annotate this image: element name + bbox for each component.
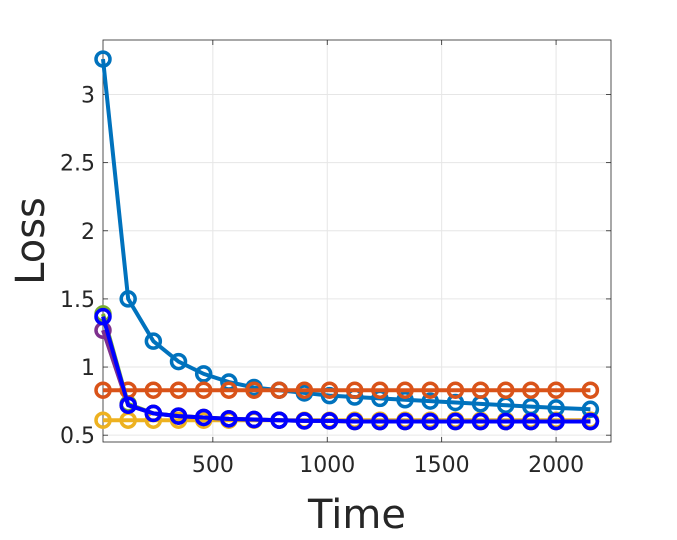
data-point [144, 381, 163, 399]
data-point [345, 381, 364, 399]
data-point [194, 408, 213, 427]
y-tick-label: 2 [81, 220, 95, 245]
data-point [119, 290, 137, 308]
data-point [169, 381, 188, 399]
data-point [371, 381, 389, 399]
data-point [421, 381, 439, 399]
data-point [522, 412, 540, 431]
data-point [471, 381, 490, 399]
data-point [194, 381, 213, 399]
data-point [345, 412, 364, 431]
tick-labels: 500 1000 1500 2000 0.5 1 1.5 2 2.5 3 [60, 84, 584, 478]
data-point [169, 407, 188, 425]
plot-area [103, 40, 611, 442]
data-point [547, 381, 565, 399]
data-point [320, 412, 339, 430]
data-point [446, 412, 465, 431]
y-axis-label: Loss [8, 197, 54, 285]
data-point [446, 381, 465, 399]
data-point [471, 412, 490, 431]
data-point [522, 381, 540, 399]
data-point [496, 412, 515, 431]
x-tick-label: 2000 [528, 453, 584, 478]
data-point [581, 412, 600, 431]
data-point [194, 365, 213, 383]
data-point [547, 412, 565, 431]
data-point [270, 381, 288, 399]
data-point [220, 410, 238, 428]
x-tick-label: 500 [192, 453, 234, 478]
y-tick-label: 3 [81, 84, 95, 109]
data-point [245, 381, 263, 399]
data-point [295, 412, 314, 430]
data-point [396, 381, 414, 399]
data-point [320, 381, 339, 399]
data-point [371, 412, 389, 431]
grid-lines [103, 40, 611, 442]
y-tick-label: 2.5 [60, 152, 95, 177]
data-point [295, 381, 314, 399]
data-point [270, 411, 288, 429]
data-point [94, 50, 112, 68]
x-tick-label: 1500 [414, 453, 470, 478]
data-point [421, 392, 439, 410]
axes [102, 39, 612, 443]
data-point [94, 381, 112, 399]
data-point [396, 412, 414, 431]
axes-box [102, 39, 612, 443]
series-line [101, 316, 591, 424]
data-point [94, 307, 112, 326]
data-point [144, 332, 163, 350]
x-tick-label: 1000 [299, 453, 355, 478]
y-tick-label: 0.5 [60, 424, 95, 449]
series-6 [94, 307, 600, 431]
series-layer [94, 50, 600, 431]
data-point [169, 352, 188, 371]
y-tick-label: 1.5 [60, 288, 95, 313]
data-point [119, 396, 137, 414]
data-point [396, 391, 414, 409]
data-point [144, 404, 163, 423]
data-point [581, 381, 600, 399]
data-point [94, 411, 112, 429]
series-line [101, 58, 591, 412]
data-point [220, 381, 238, 399]
y-tick-label: 1 [81, 356, 95, 381]
data-point [421, 412, 439, 431]
x-axis-label: Time [307, 492, 406, 538]
data-point [496, 381, 515, 399]
data-point [245, 410, 263, 429]
